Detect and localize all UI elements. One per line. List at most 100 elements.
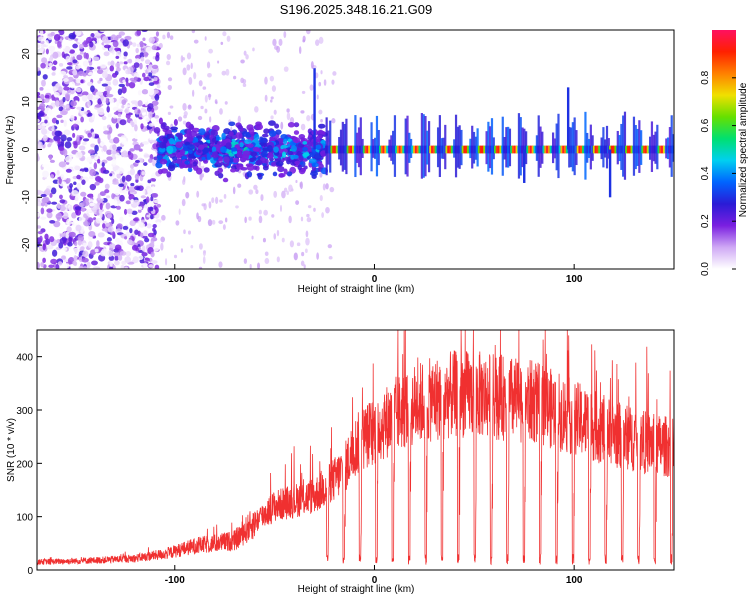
heatmap-cell [73,181,77,186]
heatmap-cell [37,230,43,235]
heatmap-cell [332,71,337,76]
heatmap-cell [98,208,102,215]
heatmap-cell [82,141,87,146]
heatmap-cell [634,125,637,170]
heatmap-cell [350,145,354,154]
heatmap-cell [237,183,242,188]
heatmap-cell [152,67,158,75]
heatmap-cell [137,100,143,107]
heatmap-cell [124,104,131,108]
heatmap-cell [260,194,264,201]
heatmap-cell [150,251,155,258]
heatmap-cell [202,256,206,264]
heatmap-cell [183,133,191,138]
heatmap-cell [150,184,156,188]
heatmap-cell [115,34,122,39]
heatmap-cell [469,138,472,159]
heatmap-cell [127,58,133,64]
heatmap-cell [175,141,183,148]
heatmap-cell [204,108,208,114]
heatmap-cell [39,30,44,37]
snr-panel: -100 0 100 0 100 200 300 400 Height of straigh… [6,329,675,595]
heatmap-cell [250,151,258,157]
heatmap-cell [135,178,139,183]
heatmap-cell [62,41,66,49]
heatmap-cell [76,106,82,110]
heatmap-cell [106,237,112,242]
heatmap-cell [523,128,526,167]
heatmap-cell [297,164,302,171]
heatmap-cell [549,145,553,154]
heatmap-cell [283,187,288,193]
heatmap-cell [84,111,88,115]
heatmap-cell [130,100,138,104]
heatmap-cell [343,123,346,170]
colorbar-tick-label: 0.0 [700,262,711,276]
heatmap-cell [215,196,219,205]
heatmap-cell [47,223,54,227]
heatmap-cell [72,69,78,76]
heatmap-cell [116,99,120,107]
heatmap-cell [94,98,98,105]
heatmap-cell [517,113,521,179]
heatmap-cell [436,127,440,168]
heatmap-cell [141,245,146,252]
heatmap-cell [465,145,469,154]
heatmap-cell [659,145,663,154]
heatmap-cell [251,235,254,240]
heatmap-cell [105,97,109,104]
heatmap-cell [42,170,49,178]
heatmap-cell [287,150,294,156]
heatmap-cell [370,122,373,172]
heatmap-cell [237,124,243,130]
heatmap-cell [623,111,627,180]
heatmap-cell [318,36,324,44]
heatmap-cell [235,205,239,209]
heatmap-cell [52,51,59,59]
heatmap-cell [418,145,422,154]
colorbar-tick-label: 0.6 [700,118,711,132]
heatmap-cell [315,144,322,150]
snr-x-ticks: -100 0 100 [165,565,583,586]
heatmap-cell [271,85,277,92]
heatmap-cell [40,216,47,220]
colorbar-tick-label: 0.2 [700,214,711,228]
heatmap-x-tick-label: 0 [372,274,378,285]
heatmap-cell [422,114,425,178]
heatmap-cell [42,74,48,80]
heatmap-cell [46,211,53,219]
heatmap-cell [262,237,266,243]
snr-y-tick-label: 0 [27,566,33,577]
heatmap-cell [51,117,58,124]
heatmap-cell [52,85,57,92]
heatmap-cell [184,141,190,146]
heatmap-cell [99,77,103,82]
heatmap-cell [80,109,87,117]
heatmap-cell [286,190,290,196]
heatmap-cell [90,249,96,256]
heatmap-cell [142,37,146,42]
heatmap-cell [230,147,238,152]
heatmap-cell [618,135,621,162]
heatmap-cell [242,78,247,84]
heatmap-cell [42,257,46,264]
heatmap-cell [641,145,645,154]
heatmap-cell [302,39,306,43]
heatmap-cell [137,109,141,114]
heatmap-cell [124,266,129,269]
heatmap-cell [192,137,199,144]
heatmap-cell [111,193,115,200]
heatmap-cell [80,191,87,197]
heatmap-cell [37,118,40,123]
heatmap-cell [586,132,589,163]
heatmap-cell [503,137,506,160]
heatmap-cell [66,218,72,226]
heatmap-cell [280,133,288,140]
heatmap-cell [325,183,329,190]
heatmap-cell [96,69,104,75]
heatmap-cell [116,205,121,210]
heatmap-cell [168,137,175,145]
heatmap-cell [382,145,386,154]
heatmap-cell [80,246,85,251]
